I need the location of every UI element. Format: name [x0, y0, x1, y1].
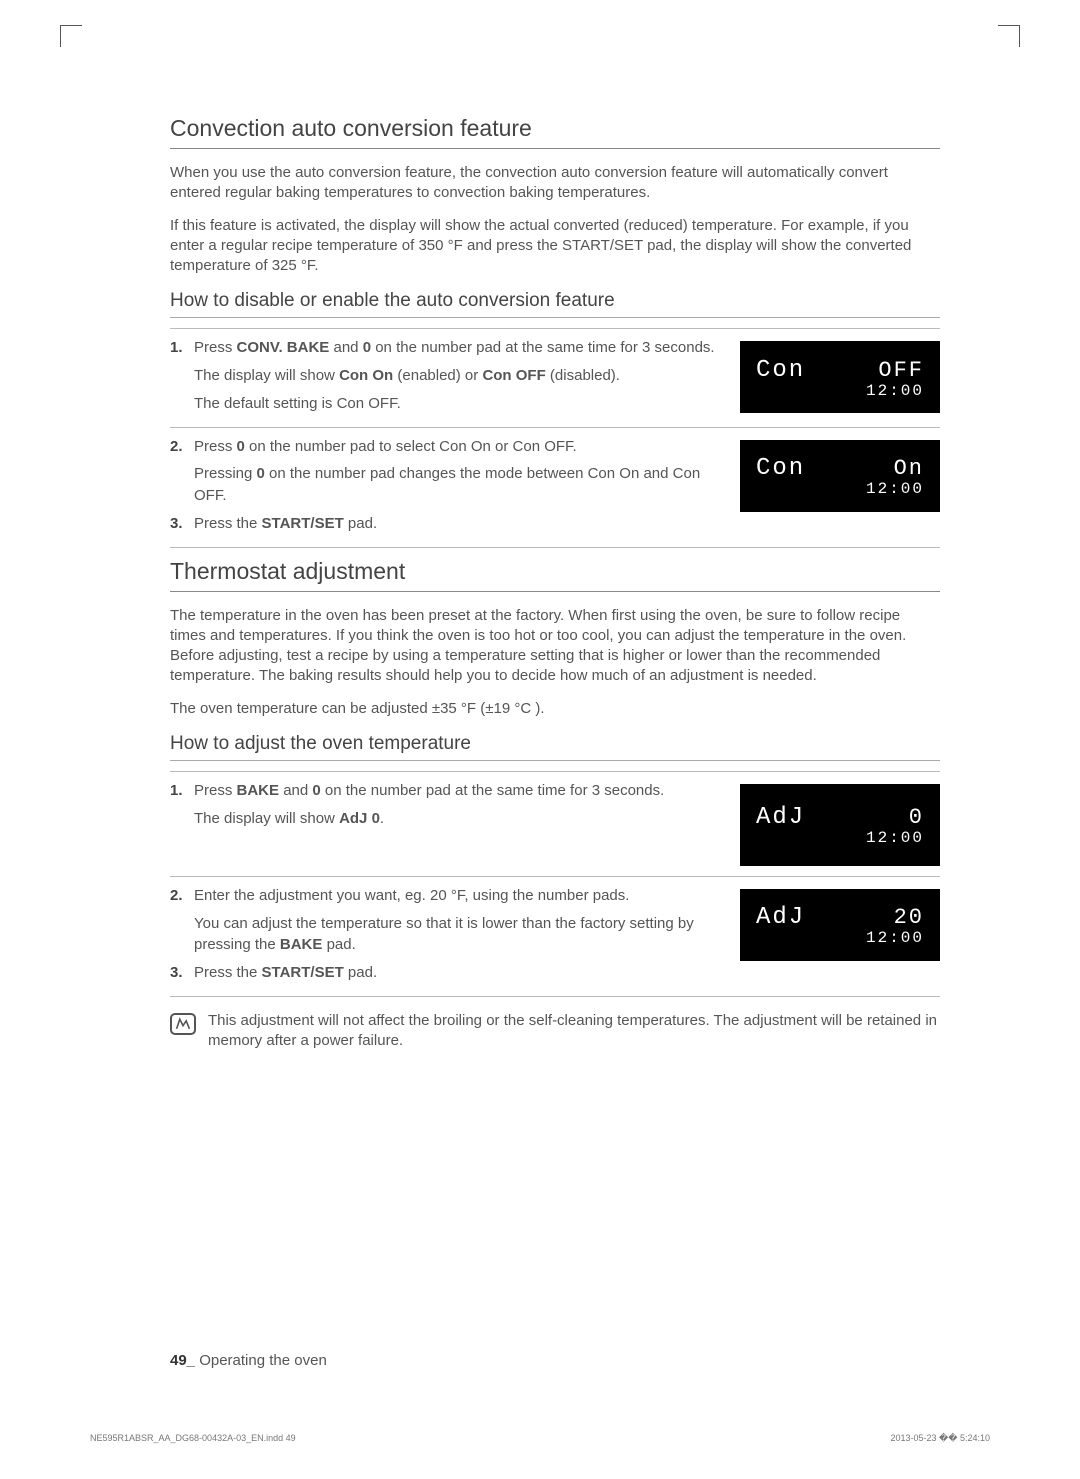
- step-number: 3.: [170, 962, 188, 984]
- display-label: Con: [756, 455, 805, 482]
- note: This adjustment will not affect the broi…: [170, 1011, 940, 1052]
- note-icon: [170, 1013, 196, 1035]
- step-item: 1. Press CONV. BAKE and 0 on the number …: [170, 337, 726, 414]
- print-date: 2013-05-23 �� 5:24:10: [890, 1433, 990, 1444]
- display-time: 12:00: [866, 829, 924, 847]
- display-value: On: [894, 456, 924, 481]
- display-label: AdJ: [756, 904, 805, 931]
- oven-display: Con OFF 12:00: [740, 341, 940, 413]
- step-row: 2. Enter the adjustment you want, eg. 20…: [170, 876, 940, 996]
- print-file: NE595R1ABSR_AA_DG68-00432A-03_EN.indd 49: [90, 1433, 296, 1444]
- display-value: 0: [909, 805, 924, 830]
- divider: [170, 996, 940, 997]
- paragraph: The temperature in the oven has been pre…: [170, 606, 940, 687]
- page-footer: 49_ Operating the oven: [170, 1352, 327, 1369]
- display-time: 12:00: [866, 929, 924, 947]
- subsection-title: How to disable or enable the auto conver…: [170, 290, 940, 318]
- display-time: 12:00: [866, 480, 924, 498]
- step-text: Enter the adjustment you want, eg. 20 °F…: [194, 885, 726, 956]
- paragraph: When you use the auto conversion feature…: [170, 163, 940, 204]
- print-metadata: NE595R1ABSR_AA_DG68-00432A-03_EN.indd 49…: [90, 1433, 990, 1444]
- display-time: 12:00: [866, 382, 924, 400]
- step-item: 3. Press the START/SET pad.: [170, 513, 726, 535]
- step-number: 2.: [170, 436, 188, 507]
- display-value: OFF: [878, 358, 924, 383]
- step-row: 1. Press BAKE and 0 on the number pad at…: [170, 771, 940, 876]
- step-text: Press BAKE and 0 on the number pad at th…: [194, 780, 726, 830]
- subsection-title: How to adjust the oven temperature: [170, 733, 940, 761]
- step-number: 2.: [170, 885, 188, 956]
- step-item: 2. Press 0 on the number pad to select C…: [170, 436, 726, 507]
- section-title: Thermostat adjustment: [170, 558, 940, 592]
- step-item: 2. Enter the adjustment you want, eg. 20…: [170, 885, 726, 956]
- step-row: 2. Press 0 on the number pad to select C…: [170, 427, 940, 547]
- step-text: Press the START/SET pad.: [194, 513, 726, 535]
- step-text: Press CONV. BAKE and 0 on the number pad…: [194, 337, 726, 414]
- display-label: Con: [756, 357, 805, 384]
- paragraph: The oven temperature can be adjusted ±35…: [170, 699, 940, 719]
- note-text: This adjustment will not affect the broi…: [208, 1011, 940, 1052]
- step-number: 3.: [170, 513, 188, 535]
- oven-display: AdJ 20 12:00: [740, 889, 940, 961]
- step-row: 1. Press CONV. BAKE and 0 on the number …: [170, 328, 940, 426]
- oven-display: Con On 12:00: [740, 440, 940, 512]
- step-number: 1.: [170, 337, 188, 414]
- step-text: Press 0 on the number pad to select Con …: [194, 436, 726, 507]
- step-item: 1. Press BAKE and 0 on the number pad at…: [170, 780, 726, 830]
- display-label: AdJ: [756, 804, 805, 831]
- step-number: 1.: [170, 780, 188, 830]
- section-title: Convection auto conversion feature: [170, 115, 940, 149]
- divider: [170, 547, 940, 548]
- paragraph: If this feature is activated, the displa…: [170, 216, 940, 277]
- step-text: Press the START/SET pad.: [194, 962, 726, 984]
- step-item: 3. Press the START/SET pad.: [170, 962, 726, 984]
- oven-display: AdJ 0 12:00: [740, 784, 940, 866]
- display-value: 20: [894, 905, 924, 930]
